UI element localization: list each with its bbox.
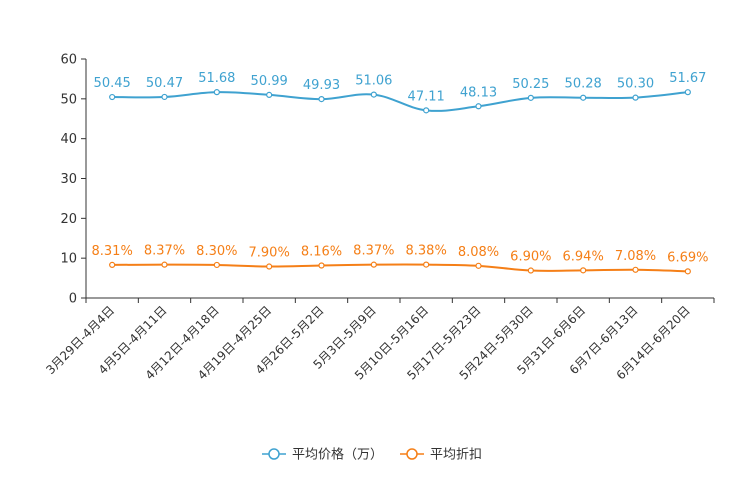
data-point [213, 261, 220, 269]
legend-marker-icon [406, 448, 418, 460]
data-point [527, 94, 534, 101]
data-point [580, 94, 587, 101]
data-label: 49.93 [303, 78, 340, 93]
data-point [109, 93, 116, 101]
data-label: 51.67 [669, 71, 706, 86]
data-point [266, 91, 273, 98]
y-tick-label: 50 [60, 92, 77, 107]
legend[interactable]: 平均价格（万） 平均折扣 [262, 447, 482, 463]
x-axis-ticks: 3月29日-4月4日4月5日-4月11日4月12日-4月18日4月19日-4月2… [43, 298, 715, 382]
data-point [318, 262, 325, 269]
legend-label: 平均价格（万） [292, 447, 383, 463]
data-label: 7.90% [249, 246, 290, 261]
data-label: 8.08% [458, 245, 499, 260]
series-line-0 [112, 91, 688, 112]
data-point [318, 96, 325, 103]
data-label: 50.30 [617, 77, 654, 92]
y-tick-label: 0 [69, 292, 77, 307]
data-label: 8.16% [301, 244, 342, 259]
data-label: 51.06 [355, 74, 392, 89]
data-point [475, 262, 482, 269]
data-point [370, 261, 377, 268]
data-label: 47.11 [408, 89, 445, 104]
data-label: 50.99 [251, 74, 288, 89]
data-label: 8.37% [353, 244, 394, 259]
y-tick-label: 10 [60, 252, 77, 267]
data-label: 50.28 [565, 77, 602, 92]
data-label: 51.68 [198, 71, 235, 86]
y-tick-label: 30 [60, 172, 77, 187]
data-point [475, 103, 482, 110]
legend-marker-icon [268, 448, 280, 460]
y-tick-label: 20 [60, 212, 77, 227]
legend-item-0[interactable]: 平均价格（万） [262, 447, 383, 463]
data-point [632, 266, 639, 273]
legend-label: 平均折扣 [430, 448, 482, 463]
data-point [213, 89, 220, 96]
data-label: 50.47 [146, 76, 183, 91]
data-label: 8.38% [406, 244, 447, 259]
data-point [161, 261, 168, 268]
data-point [161, 93, 168, 101]
y-tick-label: 60 [60, 53, 77, 68]
data-point [684, 268, 691, 275]
data-point [266, 263, 273, 270]
series-lines [109, 89, 691, 275]
data-label: 6.90% [510, 250, 551, 265]
data-label: 8.37% [144, 244, 185, 259]
data-point [423, 261, 430, 268]
data-point [109, 261, 116, 268]
data-point [580, 267, 587, 274]
y-axis-ticks: 0 10 20 30 40 50 60 [60, 53, 86, 307]
data-point [684, 89, 691, 96]
data-label: 6.69% [667, 250, 708, 265]
y-tick-label: 40 [60, 132, 77, 147]
data-point [370, 91, 377, 98]
data-labels: 50.45 50.47 51.68 50.99 49.93 51.06 47.11 48.13… [92, 71, 709, 265]
data-point [632, 94, 639, 101]
data-label: 8.30% [196, 244, 237, 259]
data-label: 50.45 [94, 76, 131, 91]
data-label: 7.08% [615, 249, 656, 264]
data-label: 48.13 [460, 85, 497, 100]
series-line-1 [112, 263, 688, 273]
legend-item-1[interactable]: 平均折扣 [400, 448, 482, 463]
data-point [423, 107, 430, 114]
data-label: 50.25 [512, 77, 549, 92]
data-point [527, 267, 534, 274]
data-label: 6.94% [563, 249, 604, 264]
data-label: 8.31% [92, 244, 133, 259]
